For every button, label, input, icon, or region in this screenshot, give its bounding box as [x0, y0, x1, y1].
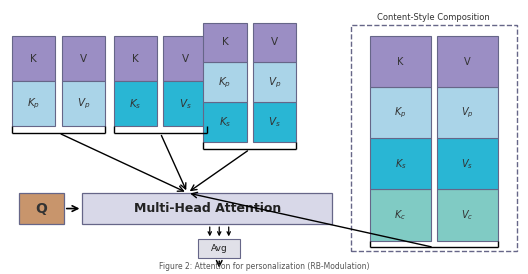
Text: $V_p$: $V_p$ — [461, 105, 474, 120]
FancyBboxPatch shape — [370, 190, 431, 241]
FancyBboxPatch shape — [114, 81, 157, 126]
FancyBboxPatch shape — [114, 36, 157, 81]
FancyBboxPatch shape — [62, 81, 105, 126]
Text: Figure 2: Attention for personalization (RB-Modulation): Figure 2: Attention for personalization … — [159, 262, 369, 271]
Text: $K_c$: $K_c$ — [394, 208, 407, 222]
Text: K: K — [31, 54, 37, 64]
FancyBboxPatch shape — [203, 102, 247, 142]
FancyBboxPatch shape — [198, 239, 240, 258]
FancyBboxPatch shape — [62, 36, 105, 81]
Text: Multi-Head Attention: Multi-Head Attention — [134, 202, 281, 215]
Text: V: V — [271, 38, 278, 47]
Text: K: K — [132, 54, 139, 64]
FancyBboxPatch shape — [203, 22, 247, 62]
FancyBboxPatch shape — [164, 81, 206, 126]
FancyBboxPatch shape — [19, 193, 64, 224]
Text: $K_p$: $K_p$ — [219, 75, 232, 90]
FancyBboxPatch shape — [253, 22, 296, 62]
Text: Content-Style Composition: Content-Style Composition — [378, 13, 490, 22]
Text: V: V — [182, 54, 188, 64]
Text: $K_p$: $K_p$ — [27, 96, 41, 111]
Text: V: V — [80, 54, 87, 64]
Text: $V_p$: $V_p$ — [77, 96, 90, 111]
Text: $K_s$: $K_s$ — [394, 157, 406, 171]
Text: K: K — [222, 38, 229, 47]
Text: $K_s$: $K_s$ — [219, 116, 231, 129]
FancyBboxPatch shape — [12, 81, 55, 126]
FancyBboxPatch shape — [253, 102, 296, 142]
FancyBboxPatch shape — [370, 138, 431, 190]
Text: $K_s$: $K_s$ — [129, 97, 142, 110]
Text: Q: Q — [35, 202, 48, 216]
Text: $V_s$: $V_s$ — [461, 157, 473, 171]
Text: $K_p$: $K_p$ — [394, 105, 407, 120]
FancyBboxPatch shape — [12, 36, 55, 81]
Text: Avg: Avg — [211, 244, 228, 253]
FancyBboxPatch shape — [203, 62, 247, 102]
FancyBboxPatch shape — [370, 36, 431, 87]
FancyBboxPatch shape — [164, 36, 206, 81]
FancyBboxPatch shape — [437, 138, 497, 190]
FancyBboxPatch shape — [82, 193, 333, 224]
FancyBboxPatch shape — [370, 87, 431, 138]
FancyBboxPatch shape — [437, 190, 497, 241]
Text: K: K — [397, 57, 403, 67]
FancyBboxPatch shape — [437, 36, 497, 87]
Text: $V_s$: $V_s$ — [178, 97, 191, 110]
Text: $V_p$: $V_p$ — [268, 75, 281, 90]
FancyBboxPatch shape — [253, 62, 296, 102]
Text: V: V — [464, 57, 470, 67]
Text: $V_c$: $V_c$ — [461, 208, 474, 222]
FancyBboxPatch shape — [437, 87, 497, 138]
Text: $V_s$: $V_s$ — [268, 116, 281, 129]
